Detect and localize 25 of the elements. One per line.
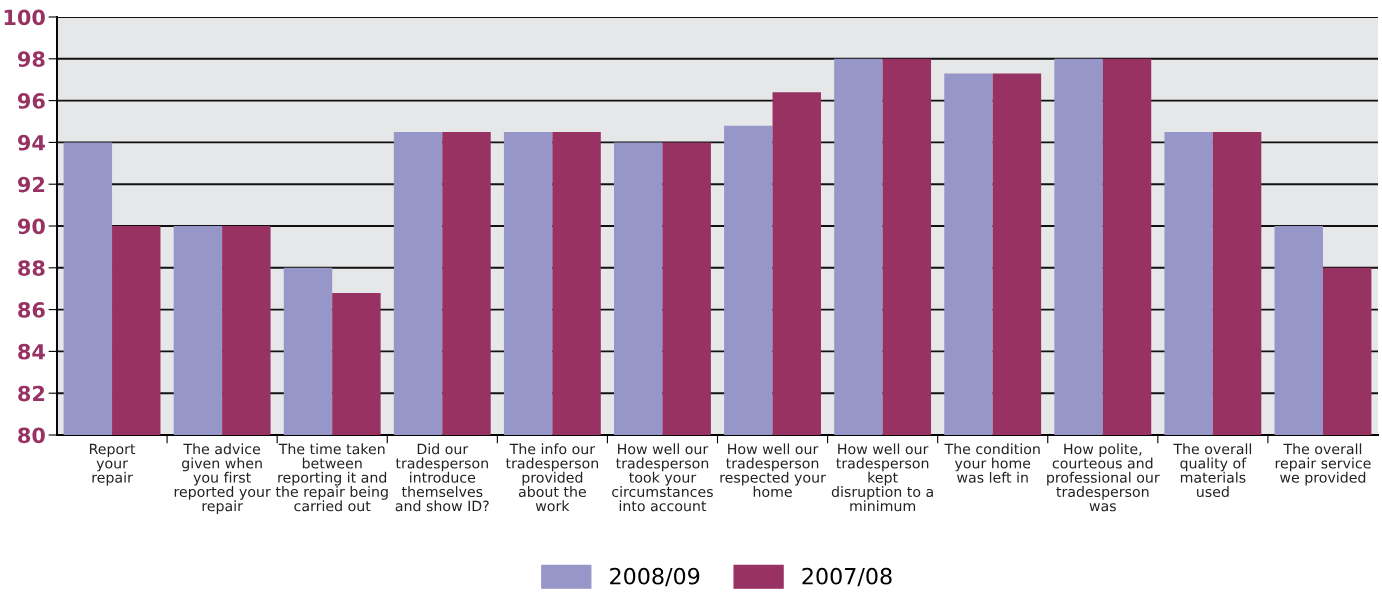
y-tick-label: 92 bbox=[17, 176, 45, 193]
x-tick-label: How well our tradesperson kept disruption to a minimum bbox=[831, 443, 933, 512]
x-tick-label: How polite, courteous and professional our tradesperson was bbox=[1047, 443, 1160, 512]
y-tick-label: 100 bbox=[4, 9, 45, 26]
x-tick-label: Did our tradesperson introduce themselves and show ID? bbox=[395, 443, 489, 512]
legend-label: 2007/08 bbox=[802, 567, 892, 587]
legend-label: 2008/09 bbox=[610, 567, 700, 587]
y-tick-label: 84 bbox=[18, 343, 45, 360]
x-tick-label: The overall quality of materials used bbox=[1173, 443, 1252, 498]
x-tick-label: The info our tradesperson provided about the work bbox=[505, 443, 599, 512]
x-tick-label: The time taken between reporting it and the repair being carried out bbox=[275, 443, 388, 512]
x-tick-label: How well our tradesperson respected your home bbox=[720, 443, 826, 498]
y-tick-label: 86 bbox=[18, 302, 45, 318]
y-tick-label: 82 bbox=[18, 385, 45, 402]
y-tick-label: 90 bbox=[17, 218, 45, 235]
y-tick-label: 98 bbox=[17, 51, 45, 68]
x-tick-label: How well our tradesperson took your circumstances into account bbox=[612, 443, 713, 512]
y-tick-label: 88 bbox=[18, 260, 45, 277]
x-tick-label: The advice given when you first reported your repair bbox=[174, 443, 271, 515]
x-tick-label: The condition your home was left in bbox=[944, 443, 1040, 483]
x-tick-label: The overall repair service we provided bbox=[1275, 443, 1371, 486]
y-tick-label: 96 bbox=[17, 93, 45, 109]
y-tick-label: 94 bbox=[17, 134, 45, 151]
x-tick-label: Report your repair bbox=[89, 443, 136, 486]
y-tick-label: 80 bbox=[18, 427, 45, 444]
